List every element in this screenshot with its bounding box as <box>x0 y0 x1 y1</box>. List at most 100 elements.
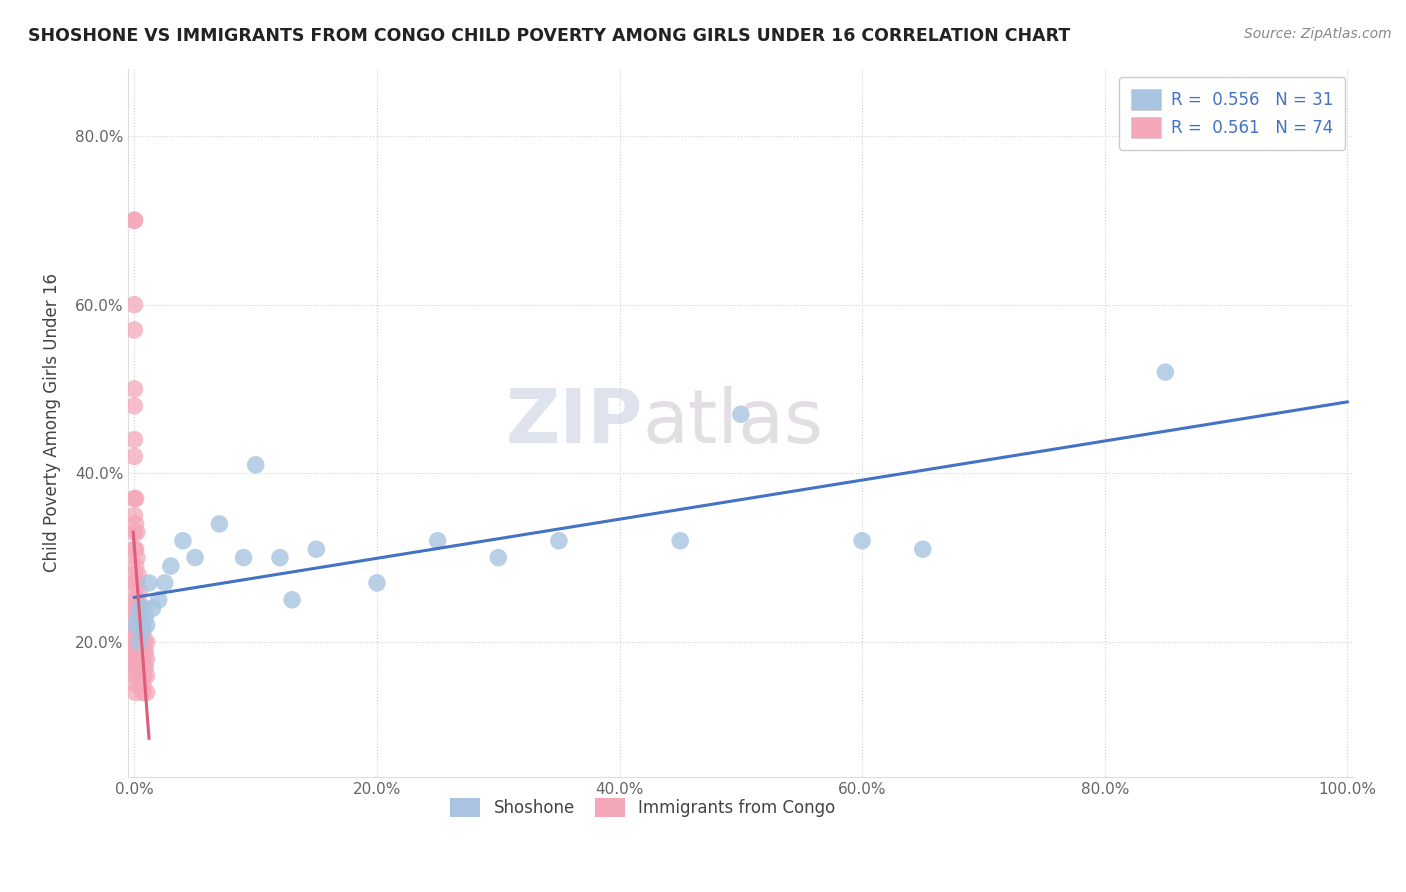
Point <box>128 584 150 599</box>
Point <box>124 491 146 506</box>
Point <box>128 609 150 624</box>
Point <box>669 533 692 548</box>
Point <box>125 601 148 615</box>
Point <box>128 635 150 649</box>
Text: SHOSHONE VS IMMIGRANTS FROM CONGO CHILD POVERTY AMONG GIRLS UNDER 16 CORRELATION: SHOSHONE VS IMMIGRANTS FROM CONGO CHILD … <box>28 27 1070 45</box>
Point <box>125 652 148 666</box>
Point <box>124 660 146 674</box>
Point <box>128 652 150 666</box>
Point <box>153 575 176 590</box>
Point <box>128 635 150 649</box>
Point <box>366 575 388 590</box>
Point <box>124 643 146 657</box>
Point <box>131 626 153 640</box>
Point <box>124 382 146 396</box>
Point <box>124 575 146 590</box>
Point <box>125 550 148 565</box>
Point <box>134 660 156 674</box>
Point <box>134 652 156 666</box>
Point <box>135 668 157 682</box>
Legend: Shoshone, Immigrants from Congo: Shoshone, Immigrants from Congo <box>441 789 844 825</box>
Point <box>124 542 146 557</box>
Point <box>135 618 157 632</box>
Point <box>132 677 155 691</box>
Point <box>730 407 752 421</box>
Point <box>124 592 146 607</box>
Point <box>134 609 156 624</box>
Point <box>159 559 181 574</box>
Point <box>124 626 146 640</box>
Point <box>134 668 156 682</box>
Point <box>127 592 149 607</box>
Point <box>127 567 149 582</box>
Point <box>125 575 148 590</box>
Point <box>124 685 146 699</box>
Point <box>124 584 146 599</box>
Point <box>124 626 146 640</box>
Point <box>129 601 152 615</box>
Point <box>132 643 155 657</box>
Point <box>124 399 146 413</box>
Point <box>208 516 231 531</box>
Point <box>124 508 146 523</box>
Point <box>124 213 146 227</box>
Point <box>135 635 157 649</box>
Point <box>548 533 571 548</box>
Point <box>269 550 291 565</box>
Point <box>135 652 157 666</box>
Text: Source: ZipAtlas.com: Source: ZipAtlas.com <box>1244 27 1392 41</box>
Point <box>129 626 152 640</box>
Point <box>132 626 155 640</box>
Point <box>125 525 148 540</box>
Point <box>426 533 449 548</box>
Point <box>245 458 267 472</box>
Point <box>148 592 170 607</box>
Point <box>124 323 146 337</box>
Point <box>129 660 152 674</box>
Point <box>127 652 149 666</box>
Text: ZIP: ZIP <box>506 386 643 459</box>
Point <box>138 575 160 590</box>
Point <box>124 668 146 682</box>
Point <box>124 601 146 615</box>
Point <box>125 618 148 632</box>
Point <box>124 618 146 632</box>
Point <box>125 660 148 674</box>
Point <box>124 643 146 657</box>
Point <box>129 643 152 657</box>
Point <box>134 643 156 657</box>
Point <box>124 635 146 649</box>
Point <box>172 533 194 548</box>
Point <box>124 635 146 649</box>
Point <box>135 685 157 699</box>
Point <box>131 618 153 632</box>
Point <box>124 525 146 540</box>
Point <box>124 652 146 666</box>
Point <box>486 550 509 565</box>
Point <box>124 298 146 312</box>
Point <box>911 542 934 557</box>
Point <box>124 567 146 582</box>
Point <box>1154 365 1177 379</box>
Point <box>305 542 328 557</box>
Point <box>129 601 152 615</box>
Point <box>134 601 156 615</box>
Point <box>124 213 146 227</box>
Text: atlas: atlas <box>643 386 824 459</box>
Point <box>124 559 146 574</box>
Point <box>124 450 146 464</box>
Point <box>124 652 146 666</box>
Point <box>132 618 155 632</box>
Point <box>124 542 146 557</box>
Point <box>281 592 304 607</box>
Point <box>124 433 146 447</box>
Point <box>232 550 254 565</box>
Point <box>142 601 165 615</box>
Point <box>127 635 149 649</box>
Point <box>125 635 148 649</box>
Point <box>131 652 153 666</box>
Point <box>134 635 156 649</box>
Point <box>127 609 149 624</box>
Point <box>124 491 146 506</box>
Point <box>124 609 146 624</box>
